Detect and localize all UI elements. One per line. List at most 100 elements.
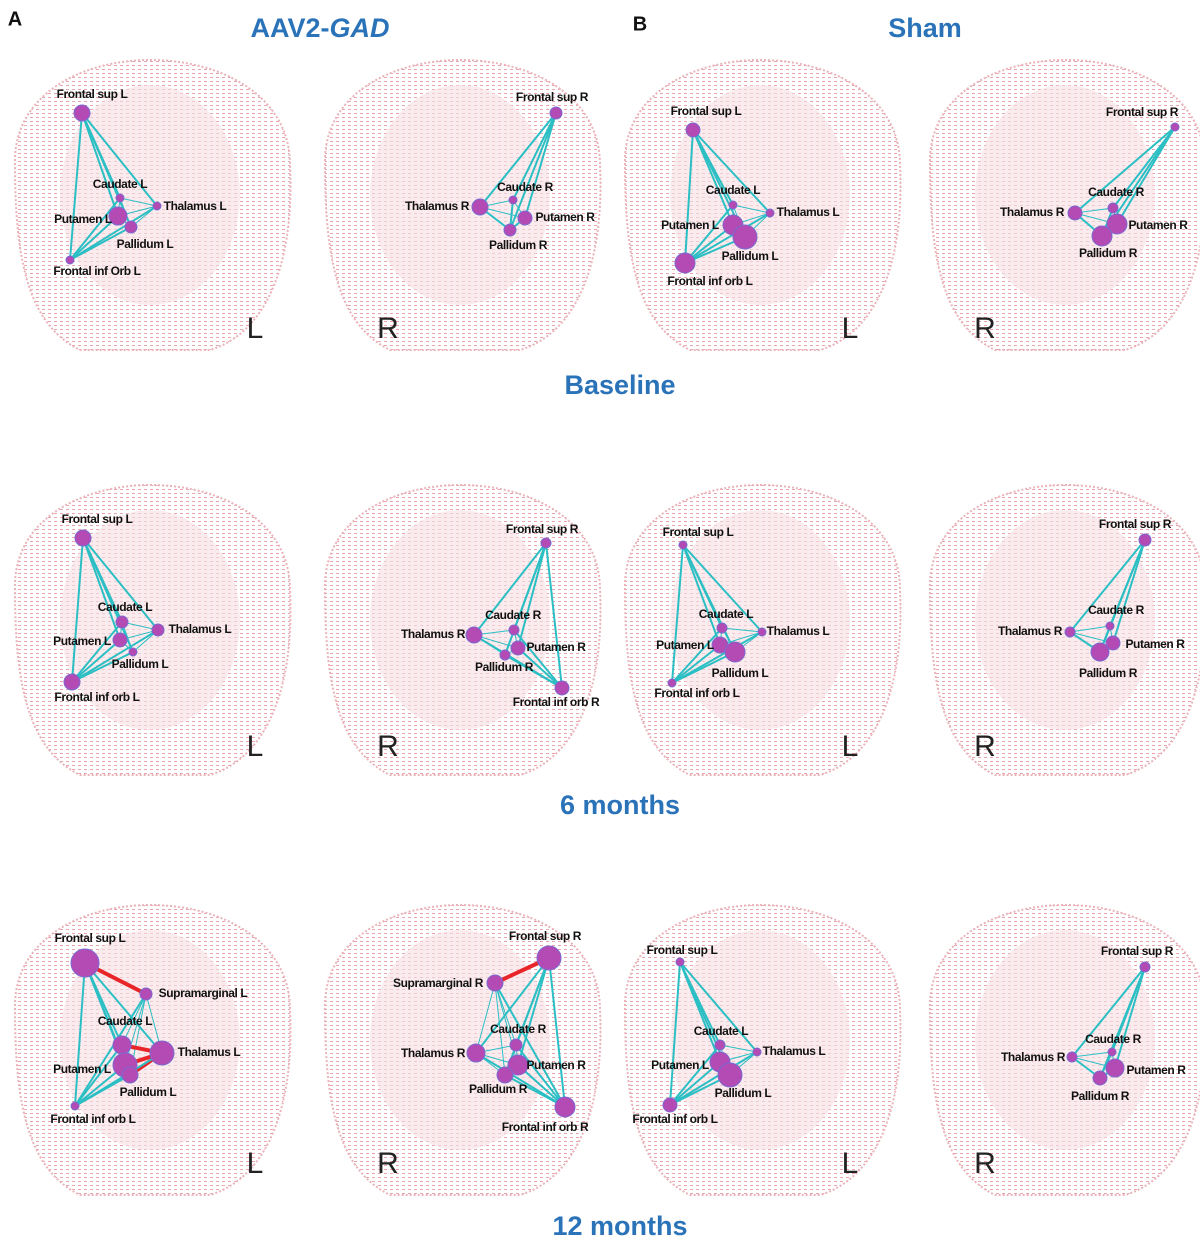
node: [725, 642, 745, 662]
hemisphere-label: R: [974, 1147, 996, 1180]
node: [686, 123, 700, 137]
brain-panel: Frontal sup LCaudate LThalamus LPutamen …: [625, 485, 901, 775]
node-label: Putamen L: [656, 638, 714, 652]
figure: A B AAV2-GAD Sham BaselineFrontal sup LC…: [0, 0, 1200, 1247]
node: [541, 538, 551, 548]
node-label: Caudate L: [98, 1014, 152, 1028]
node: [1139, 534, 1151, 546]
node: [1108, 203, 1118, 213]
node-label: Thalamus R: [401, 1046, 466, 1060]
node-label: Putamen L: [53, 634, 111, 648]
node-label: Pallidum L: [722, 249, 779, 263]
hemisphere-label: R: [974, 312, 996, 345]
node-label: Pallidum L: [120, 1085, 177, 1099]
node-label: Caudate R: [1085, 1032, 1141, 1046]
node-label: Thalamus L: [178, 1045, 241, 1059]
node-label: Caudate R: [497, 180, 553, 194]
node: [497, 1067, 513, 1083]
node-label: Supramarginal R: [393, 976, 484, 990]
brain-panel: Frontal sup LCaudate LThalamus LPutamen …: [625, 60, 901, 350]
node: [1106, 622, 1114, 630]
hemisphere-label: R: [377, 312, 399, 345]
node-label: Caudate R: [490, 1022, 546, 1036]
node-label: Frontal inf orb L: [54, 690, 139, 704]
brain-core: [370, 930, 550, 1150]
brain-panel: Frontal sup RCaudate RThalamus RPutamen …: [930, 60, 1200, 350]
node-label: Frontal sup L: [663, 525, 734, 539]
hemisphere-label: R: [974, 730, 996, 763]
brain-core: [975, 510, 1155, 730]
node: [1092, 226, 1112, 246]
node: [733, 225, 757, 249]
node-label: Frontal sup R: [509, 929, 582, 943]
node: [1171, 123, 1179, 131]
node: [676, 958, 684, 966]
node: [153, 202, 161, 210]
group-gene: GAD: [330, 13, 390, 43]
node-label: Thalamus L: [763, 1044, 826, 1058]
node-label: Frontal inf orb L: [667, 274, 752, 288]
node-label: Thalamus L: [169, 622, 232, 636]
node: [1093, 1071, 1107, 1085]
node: [509, 196, 517, 204]
node-label: Frontal sup R: [1099, 517, 1172, 531]
brain-panel: Frontal sup LSupramarginal LCaudate LTha…: [15, 905, 291, 1195]
node-label: Frontal inf orb L: [654, 686, 739, 700]
node-label: Frontal sup R: [1106, 105, 1179, 119]
node: [1068, 206, 1082, 220]
node: [129, 648, 137, 656]
node: [487, 975, 503, 991]
node-label: Caudate L: [706, 183, 760, 197]
brain-panel: Frontal sup L Caudate L Thalamus L Putamen …: [15, 485, 291, 775]
node-label: Caudate L: [694, 1024, 748, 1038]
node: [125, 221, 137, 233]
node-label: Caudate L: [98, 600, 152, 614]
node-label: Caudate R: [485, 608, 541, 622]
node-label: Caudate R: [1088, 603, 1144, 617]
node: [472, 199, 488, 215]
node-label: Pallidum R: [1079, 246, 1138, 260]
node-label: Pallidum L: [715, 1086, 772, 1100]
node-label: Thalamus L: [164, 199, 227, 213]
hemisphere-label: L: [842, 730, 859, 763]
node-label: Putamen R: [1128, 218, 1188, 232]
node-label: Putamen L: [651, 1058, 709, 1072]
node: [116, 616, 128, 628]
node-label: Putamen R: [526, 1058, 586, 1072]
node-label: Pallidum L: [112, 657, 169, 671]
brain-panel: Frontal sup LCaudate LThalamus LPutamen …: [625, 905, 901, 1195]
node: [116, 194, 124, 202]
node: [537, 946, 561, 970]
node-label: Thalamus L: [777, 205, 840, 219]
node-label: Thalamus R: [998, 624, 1063, 638]
node-label: Frontal inf orb L: [632, 1112, 717, 1126]
node: [150, 1041, 174, 1065]
node-label: Pallidum L: [712, 666, 769, 680]
node: [511, 641, 525, 655]
node-label: Frontal sup R: [516, 90, 589, 104]
node: [64, 674, 80, 690]
node-label: Frontal sup L: [62, 512, 133, 526]
brain-panel: Frontal sup R Supramarginal R Caudate R Tha…: [325, 905, 601, 1195]
node: [122, 1067, 138, 1083]
panel-letter: A: [8, 8, 22, 30]
node: [555, 1097, 575, 1117]
node-label: Frontal sup L: [57, 87, 128, 101]
node: [71, 949, 99, 977]
node-label: Frontal inf orb R: [502, 1120, 589, 1134]
node-label: Thalamus R: [405, 199, 470, 213]
node: [718, 1063, 742, 1087]
node-label: Pallidum R: [1071, 1089, 1130, 1103]
node: [509, 625, 519, 635]
node: [753, 1048, 761, 1056]
panel-letter: B: [633, 13, 647, 35]
node: [717, 623, 727, 633]
node-label: Thalamus R: [1001, 1050, 1066, 1064]
node-label: Thalamus L: [767, 624, 830, 638]
node: [675, 253, 695, 273]
node: [1067, 1052, 1077, 1062]
group-title: Sham: [888, 13, 962, 43]
